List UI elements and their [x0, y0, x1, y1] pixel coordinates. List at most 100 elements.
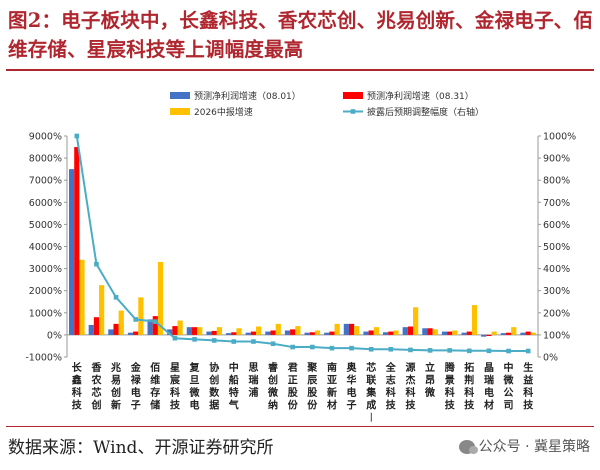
bar-s2-12	[309, 332, 315, 335]
bar-s3-17	[413, 307, 419, 335]
bar-s1-11	[284, 330, 291, 335]
bar-s1-17	[402, 327, 408, 335]
left-tick-label: 2000%	[29, 286, 62, 297]
line-marker-21	[486, 348, 492, 354]
bar-s1-22	[500, 333, 506, 335]
bar-s1-5	[167, 329, 173, 335]
right-tick-label: 500%	[543, 242, 570, 253]
line-marker-19	[447, 348, 452, 353]
bar-s3-13	[334, 323, 340, 335]
bar-s3-5	[177, 320, 183, 335]
bar-s1-3	[127, 332, 134, 335]
line-marker-3	[133, 317, 138, 322]
x-tick-label-14: 奥华电子	[347, 361, 358, 412]
line-marker-5	[172, 335, 178, 341]
bar-s2-13	[329, 331, 335, 335]
bar-s2-10	[270, 330, 276, 335]
left-tick-label: 3000%	[29, 264, 62, 275]
bar-s2-19	[447, 331, 453, 335]
bar-s1-7	[206, 331, 212, 335]
line-marker-11	[290, 344, 295, 350]
x-tick-label-4: 佰维存储	[149, 361, 160, 412]
bar-s2-4	[152, 316, 158, 335]
bar-s3-9	[256, 326, 262, 335]
line-marker-16	[388, 346, 394, 352]
x-tick-label-7: 协创数据	[208, 361, 220, 412]
bar-s2-20	[466, 331, 472, 335]
bar-s3-20	[471, 305, 478, 335]
line-marker-15	[368, 346, 374, 352]
line-series	[74, 133, 531, 354]
bar-s3-6	[197, 327, 203, 335]
bar-s3-22	[511, 327, 517, 335]
bar-s2-7	[211, 330, 217, 335]
right-tick-label: 300%	[543, 286, 570, 297]
x-tick-label-21: 晶瑞电材	[484, 362, 494, 412]
x-tick-label-12: 聚辰股份	[306, 362, 318, 412]
title-divider	[6, 69, 594, 71]
adjustment-line	[75, 135, 529, 353]
bar-s3-4	[157, 261, 164, 335]
legend-swatch-1	[343, 92, 363, 99]
bar-s1-16	[383, 332, 389, 335]
bar-s1-10	[265, 331, 271, 335]
line-marker-13	[329, 345, 335, 351]
bar-s2-11	[290, 329, 296, 335]
bar-s2-17	[407, 326, 414, 335]
bars	[69, 147, 536, 337]
line-marker-2	[113, 295, 119, 300]
x-tick-label-6: 复旦微电	[189, 361, 201, 412]
right-tick-label: 800%	[543, 176, 570, 187]
legend-swatch-marker-3	[350, 109, 356, 114]
bar-s2-5	[172, 326, 178, 335]
bar-s1-0	[69, 169, 75, 335]
line-marker-20	[467, 348, 472, 354]
line-marker-23	[525, 348, 531, 354]
left-tick-label: 8000%	[29, 154, 62, 165]
bar-s2-3	[133, 331, 139, 335]
legend-swatch-0	[170, 92, 190, 99]
bar-s2-2	[113, 323, 119, 335]
x-tick-label-17: 源杰科技	[405, 361, 416, 412]
x-tick-label-13: 南亚新材	[327, 361, 337, 412]
x-tick-label-9: 思瑞浦	[248, 362, 258, 399]
bar-s2-9	[250, 331, 257, 335]
bar-s2-23	[525, 331, 531, 335]
bar-s3-23	[530, 332, 536, 335]
left-tick-label: 0%	[47, 330, 62, 341]
bar-s3-15	[373, 327, 379, 335]
bar-s1-20	[461, 332, 467, 335]
source-note: 数据来源：Wind、开源证券研究所	[8, 438, 274, 458]
x-tick-label-5: 星宸科技	[169, 362, 181, 412]
bar-s1-15	[363, 331, 369, 335]
bar-s3-8	[236, 328, 242, 335]
bar-s3-21	[491, 331, 497, 335]
bar-s2-14	[348, 323, 355, 335]
x-tick-label-18: 立昂微	[424, 361, 436, 399]
right-tick-label: 400%	[543, 264, 570, 275]
x-tick-label-20: 拓荆科技	[464, 361, 475, 412]
bar-s3-2	[118, 310, 124, 335]
right-tick-label: 900%	[543, 154, 570, 165]
line-marker-22	[506, 348, 511, 354]
line-marker-14	[349, 345, 354, 351]
line-marker-9	[251, 339, 256, 344]
bar-s3-11	[295, 326, 301, 335]
x-tick-label-19: 腾景科技	[444, 361, 456, 412]
line-marker-10	[270, 341, 276, 347]
bar-s3-3	[138, 297, 144, 335]
legend-label-2: 2026中报增速	[194, 106, 253, 118]
right-tick-label: 0%	[543, 353, 558, 364]
line-marker-1	[94, 261, 99, 267]
right-tick-label: 700%	[543, 198, 570, 209]
right-tick-label: 100%	[543, 330, 570, 341]
bar-s3-10	[275, 323, 281, 335]
bar-s3-1	[99, 285, 105, 335]
bar-s2-6	[191, 327, 198, 335]
bar-s2-22	[505, 332, 512, 335]
bar-s1-13	[324, 332, 330, 335]
bar-s1-1	[88, 324, 94, 335]
line-marker-7	[211, 338, 217, 343]
line-marker-12	[310, 344, 315, 350]
left-tick-label: 6000%	[29, 198, 62, 209]
